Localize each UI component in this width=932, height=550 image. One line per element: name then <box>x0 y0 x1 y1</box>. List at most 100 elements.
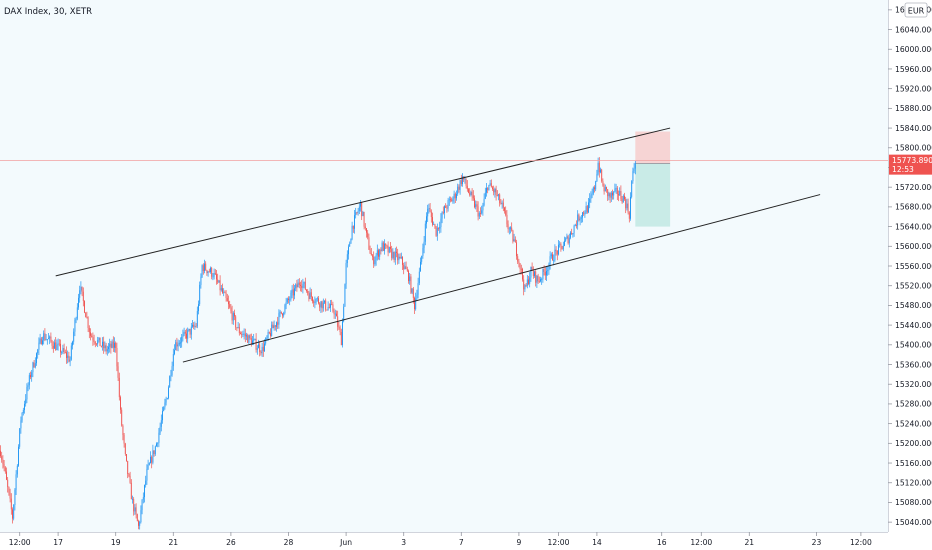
candle-body <box>530 266 532 278</box>
price-axis-ticks: 15040.000 15080.000 15120.000 15160.000 1520… <box>888 6 932 527</box>
candle-body <box>574 224 576 226</box>
candle-body <box>488 184 490 190</box>
channel-upper-line[interactable] <box>55 127 671 277</box>
candle-body <box>626 203 628 209</box>
candle-body <box>460 180 462 184</box>
candle-body <box>102 341 103 347</box>
channel-lower-line[interactable] <box>182 194 821 363</box>
candle-body <box>192 324 193 327</box>
price-tick-label: 15280.000 <box>895 400 932 409</box>
candle-body <box>279 311 281 314</box>
currency-badge[interactable] <box>904 2 928 18</box>
candle-body <box>26 387 28 400</box>
candle-body <box>220 288 222 291</box>
position-tool[interactable] <box>635 131 671 227</box>
candle-body <box>230 307 232 311</box>
candle-body <box>296 284 298 288</box>
candle-body <box>496 195 498 196</box>
candle-body <box>416 294 418 299</box>
candle-body <box>570 232 571 238</box>
candle-body <box>470 191 472 195</box>
candle-body <box>229 304 231 308</box>
take-profit-zone[interactable] <box>635 163 671 227</box>
candle-body <box>456 193 457 199</box>
candle-body <box>120 397 121 410</box>
candle-body <box>634 163 636 169</box>
candle-body <box>38 342 40 350</box>
time-tick-label: 9 <box>516 538 521 547</box>
price-tick-label: 15960.000 <box>895 65 932 74</box>
candle-body <box>549 256 551 265</box>
candle-body <box>400 256 402 258</box>
candle-body <box>166 398 168 400</box>
candle-body <box>98 337 100 341</box>
candle-body <box>608 193 610 197</box>
candle-body <box>151 456 153 463</box>
price-tick-label: 15040.000 <box>895 518 932 527</box>
candle-body <box>632 171 634 182</box>
candle-body <box>18 446 19 466</box>
candle-body <box>116 347 118 367</box>
candle-body <box>253 339 255 341</box>
candle-body <box>45 339 47 341</box>
candle-body <box>620 191 622 199</box>
candle-body <box>321 301 323 309</box>
candle-body <box>510 227 511 229</box>
candle-body <box>242 333 244 335</box>
candle-body <box>394 251 396 261</box>
candle-body <box>226 297 228 302</box>
candle-body <box>627 203 629 213</box>
candle-body <box>186 333 187 339</box>
candle-body <box>592 187 594 194</box>
channel-lines[interactable] <box>55 127 821 363</box>
time-tick-label: 3 <box>401 538 406 547</box>
price-tick-label: 15560.000 <box>895 262 932 271</box>
candle-body <box>385 243 387 246</box>
candle-body <box>216 274 217 280</box>
candle-body <box>584 213 586 215</box>
candle-body <box>542 269 544 280</box>
candle-body <box>169 376 171 388</box>
candle-body <box>278 313 280 325</box>
candle-body <box>3 464 5 468</box>
candle-body <box>19 428 21 447</box>
candle-body <box>286 298 288 303</box>
time-axis-panel[interactable] <box>0 532 932 550</box>
candles <box>0 157 636 530</box>
candle-body <box>109 343 111 347</box>
candle-body <box>171 366 173 375</box>
candle-body <box>501 202 503 205</box>
candle-body <box>346 254 348 264</box>
candle-body <box>24 403 25 410</box>
candle-body <box>615 187 617 189</box>
stop-loss-zone[interactable] <box>635 131 671 164</box>
candle-body <box>442 212 444 214</box>
candle-body <box>489 183 491 185</box>
candle-body <box>190 326 192 335</box>
candle-body <box>340 332 342 346</box>
time-tick-label: 14 <box>592 538 602 547</box>
candle-body <box>597 162 599 175</box>
candle-body <box>195 325 197 327</box>
candle-body <box>314 302 316 304</box>
candle-body <box>39 338 41 343</box>
candle-body <box>609 193 611 198</box>
candle-body <box>457 186 459 194</box>
candle-body <box>507 224 509 230</box>
price-tick-label: 15600.000 <box>895 242 932 251</box>
candle-body <box>228 301 229 305</box>
candle-body <box>106 349 108 352</box>
price-axis-panel[interactable] <box>888 0 932 532</box>
candle-body <box>72 341 73 346</box>
candle-body <box>158 432 160 443</box>
candle-body <box>525 285 527 287</box>
candle-body <box>163 407 165 411</box>
candle-body <box>452 198 454 202</box>
candle-body <box>492 187 493 190</box>
candle-body <box>573 225 575 234</box>
candle-body <box>465 178 467 186</box>
candle-body <box>398 256 400 261</box>
candle-body <box>213 273 215 277</box>
candle-body <box>36 353 37 364</box>
